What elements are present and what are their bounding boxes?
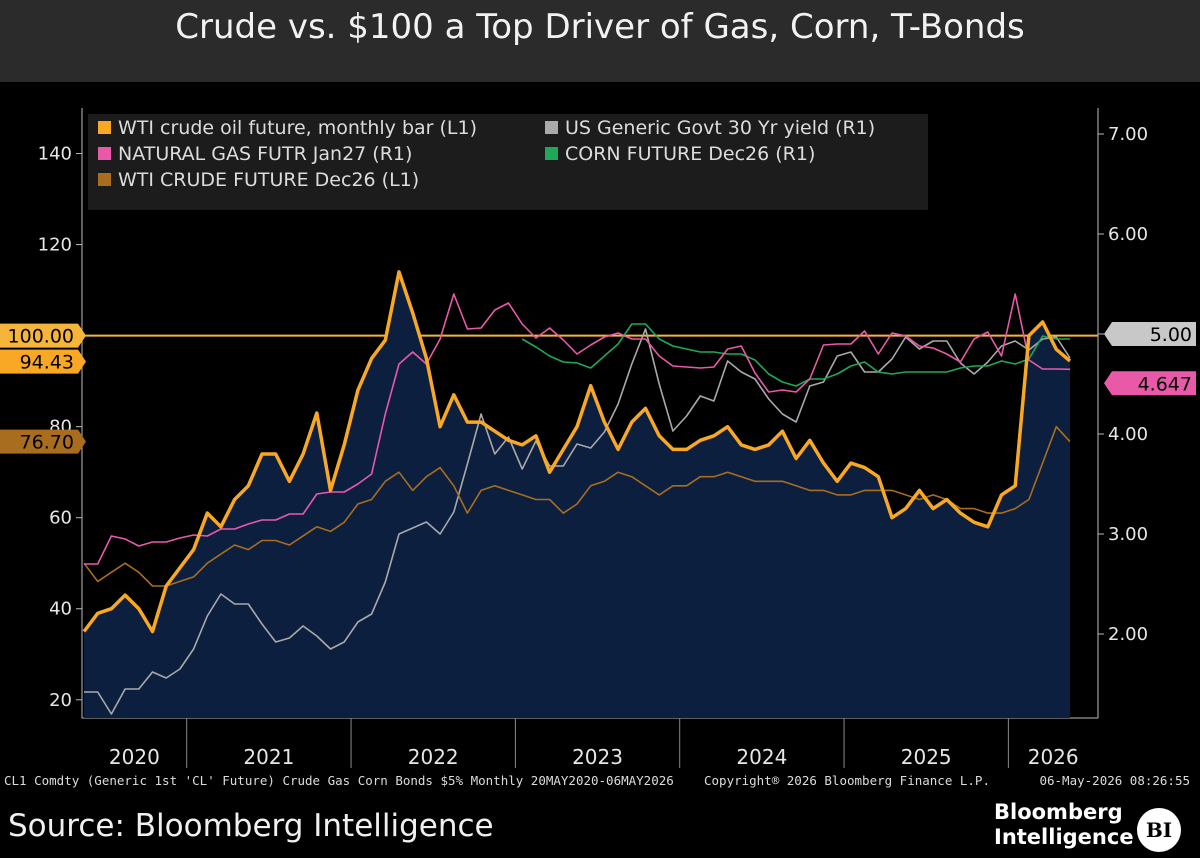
y-right-tick-label: 6.00 [1108,224,1148,245]
corn-future-line [521,323,1070,387]
chart-title: Crude vs. $100 a Top Driver of Gas, Corn… [175,7,1025,47]
yield-ref-value-tag-bg [1104,322,1196,346]
wti-last-value-tag: 94.43 [20,352,74,374]
x-tick-label: 2026 [1028,745,1079,769]
legend [88,114,928,210]
legend-swatch [98,121,111,134]
y-right-tick-label: 2.00 [1108,624,1148,645]
x-tick-label: 2024 [736,745,787,769]
bi-logo-icon: BI [1137,808,1181,852]
wti-last-value-tag-bg [0,349,86,374]
yield-ref-value-tag: 5.00 [1150,324,1192,346]
wti-dec26-last-value-tag-bg [0,429,86,454]
x-tick-label: 2025 [901,745,952,769]
wti-crude-monthly-line [82,270,1072,634]
timestamp: 06-May-2026 08:26:55 [1039,773,1190,788]
legend-swatch [98,147,111,160]
y-left-tick-label: 40 [49,599,72,620]
y-left-tick-label: 20 [49,690,72,711]
us-30yr-yield-line [84,328,1071,715]
wti-dec26-last-value-tag: 76.70 [20,432,74,454]
wti-crude-dec26-line [83,425,1071,587]
reference-value-tag: 100.00 [8,326,74,348]
legend-entry: CORN FUTURE Dec26 (R1) [565,143,815,165]
brand-line-1: Bloomberg [994,800,1123,824]
legend-entry: NATURAL GAS FUTR Jan27 (R1) [118,143,412,165]
wti-area-fill [84,271,1070,718]
x-tick-label: 2020 [109,745,160,769]
natgas-last-value-tag-bg [1104,371,1196,396]
source-label: Source: Bloomberg Intelligence [8,808,494,844]
x-tick-label: 2022 [408,745,459,769]
legend-entry: WTI crude oil future, monthly bar (L1) [118,117,477,139]
brand-line-2: Intelligence [994,825,1134,849]
y-right-tick-label: 7.00 [1108,124,1148,145]
reference-value-tag-bg [0,323,86,348]
copyright: Copyright® 2026 Bloomberg Finance L.P. [704,773,990,788]
x-tick-label: 2023 [572,745,623,769]
footer-note: CL1 Comdty (Generic 1st 'CL' Future) Cru… [4,773,674,788]
legend-swatch [98,173,111,186]
legend-swatch [545,121,558,134]
legend-entry: WTI CRUDE FUTURE Dec26 (L1) [118,169,419,191]
y-right-tick-label: 4.00 [1108,424,1148,445]
legend-entry: US Generic Govt 30 Yr yield (R1) [565,117,875,139]
natural-gas-line [84,293,1071,565]
y-right-tick-label: 3.00 [1108,524,1148,545]
legend-swatch [545,147,558,160]
natgas-last-value-tag: 4.647 [1138,373,1192,395]
y-left-tick-label: 60 [49,508,72,529]
title-bar [0,0,1200,82]
brand-logo: Bloomberg Intelligence [994,800,1134,850]
x-tick-label: 2021 [243,745,294,769]
y-left-tick-label: 140 [38,144,72,165]
y-left-tick-label: 120 [38,235,72,256]
